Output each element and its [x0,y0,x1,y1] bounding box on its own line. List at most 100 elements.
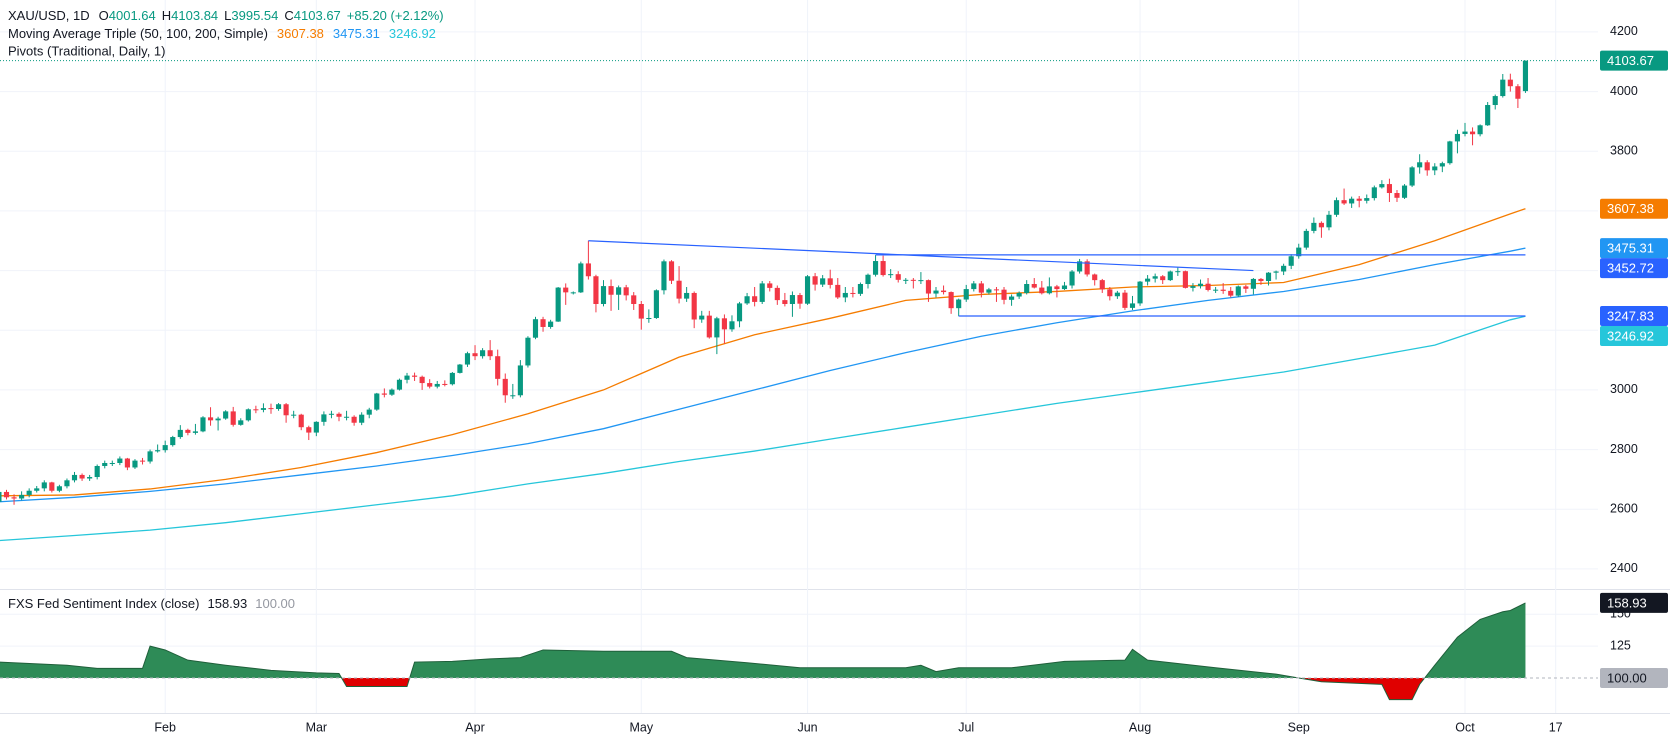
price-tag-label: 3475.31 [1607,241,1654,256]
candle-body [1349,198,1355,204]
candle-body [759,283,765,302]
candle-body [102,463,108,466]
price-tag: 3246.92 [1600,325,1668,346]
candle-body [918,280,924,282]
candle-body [1371,187,1377,199]
candle-body [933,290,939,294]
candle-body [1500,79,1506,97]
candle-body [487,350,493,357]
candle-body [1288,256,1294,266]
candle-body [200,417,206,432]
candle-body [532,319,539,338]
ohlc-key: L [224,8,231,23]
candle-body [1409,167,1415,186]
candle-body [1326,214,1332,228]
candle-body [1341,200,1347,204]
candle-body [177,429,183,438]
candle-body [139,460,146,462]
x-tick-label: Apr [465,720,484,734]
candle-body [812,276,818,285]
candle-body [268,408,274,410]
candle-body [1235,286,1241,296]
candle-body [1462,131,1468,134]
candle-body [381,393,387,395]
candle-body [1265,272,1272,282]
candle-body [767,283,773,288]
candle-body [155,450,161,452]
candle-body [1152,276,1158,279]
candle-body [1024,284,1030,293]
candle-body [1356,198,1362,201]
candle-body [1190,286,1196,288]
candle-body [1243,286,1249,289]
x-tick-label: May [629,720,653,734]
sentiment-tag-box [1600,592,1668,613]
candle-body [555,287,561,322]
candle-body [910,279,916,281]
candle-body [525,337,531,366]
price-tag: 3247.83 [1600,305,1668,326]
x-tick-label: Sep [1288,720,1310,734]
candle-body [540,319,546,327]
ohlc-value: 3995.54 [231,8,278,23]
sentiment-area-positive [0,602,1526,678]
candle-body [638,303,644,319]
candle-body [147,451,153,462]
candle-body [109,463,115,465]
price-tag: 3452.72 [1600,258,1668,279]
candle-body [1394,193,1400,198]
candle-body [1296,247,1302,257]
candle-body [359,414,365,423]
price-tag-label: 3607.38 [1607,201,1654,216]
candle-body [1386,184,1392,194]
candle-body [283,404,289,416]
candle-body [245,409,251,421]
candle-body [721,318,727,330]
candle-body [162,445,168,451]
candle-body [676,280,682,299]
candle-body [585,263,591,277]
candle-body [49,482,55,491]
legend-moving-average: Moving Average Triple (50, 100, 200, Sim… [8,26,436,41]
candle-body [865,274,871,285]
candle-body [510,395,516,397]
candle-body [1167,271,1173,281]
candle-body [480,350,486,357]
sentiment-baseline-value: 100.00 [255,596,295,611]
candle-body [993,289,1000,291]
candle-body [1364,198,1370,201]
candle-body [1160,276,1166,281]
candle-body [963,289,969,300]
candle-body [956,299,962,309]
candle-body [124,458,130,468]
candle-body [1522,60,1529,92]
price-tag: 3475.31 [1600,238,1668,259]
candle-body [1273,271,1279,273]
candle-body [1205,283,1211,290]
candle-body [1417,162,1423,168]
legend-sentiment: FXS Fed Sentiment Index (close) 158.93 100… [8,596,295,611]
ohlc-key: O [99,8,109,23]
candle-body [616,287,622,295]
candle-body [1129,303,1136,308]
candle-body [1432,166,1438,171]
x-tick-label: Jun [797,720,817,734]
candle-body [1145,278,1151,282]
candle-body [940,290,947,293]
candle-body [442,383,448,385]
ohlc-value: 4103.84 [171,8,218,23]
candle-body [668,261,675,281]
candle-body [1258,278,1264,282]
candle-body [374,393,380,410]
candle-body [1182,271,1188,288]
candle-body [797,295,803,304]
candle-body [11,497,17,499]
candle-body [1069,271,1075,286]
candle-body [495,356,501,379]
candle-body [1507,79,1513,87]
candle-body [1114,292,1120,297]
candle-body [744,296,750,304]
ma-value: 3475.31 [333,26,380,41]
candle-body [412,375,418,377]
